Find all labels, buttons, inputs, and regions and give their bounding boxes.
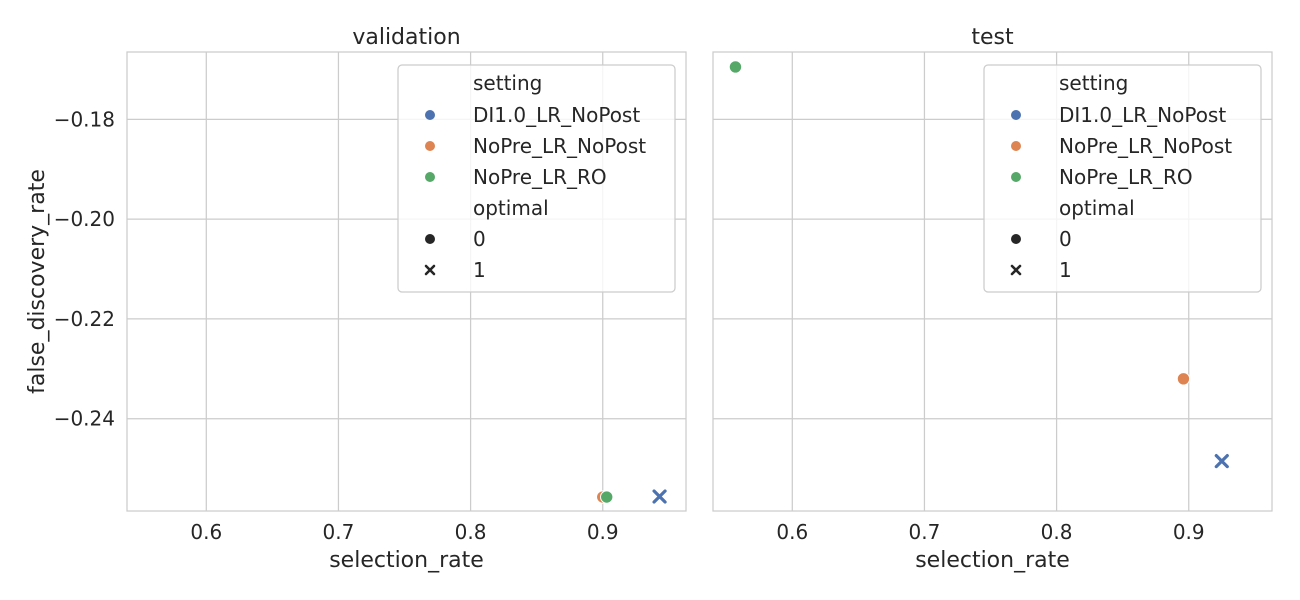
x-tick-label: 0.6 [776, 520, 808, 544]
legend-style-title: optimal [1059, 196, 1135, 220]
plot-frame [712, 51, 1273, 512]
legend-box [397, 64, 676, 293]
data-point-x-marker [1214, 454, 1229, 469]
legend-circle-marker [1011, 234, 1021, 244]
legend-circle-marker [425, 234, 435, 244]
x-axis-label: selection_rate [915, 548, 1070, 573]
legend-color-marker [425, 141, 435, 151]
legend-style-label: 1 [1059, 258, 1072, 282]
x-tick-label: 0.8 [455, 520, 487, 544]
x-tick-label: 0.8 [1041, 520, 1073, 544]
legend-color-marker [425, 172, 435, 182]
legend-color-marker [1011, 110, 1021, 120]
legend-box [983, 64, 1262, 293]
legend-color-marker [1011, 141, 1021, 151]
y-tick-label: −0.20 [54, 207, 115, 231]
legend-style-label: 0 [1059, 227, 1072, 251]
y-tick-label: −0.18 [54, 107, 115, 131]
legend-color-marker [425, 110, 435, 120]
y-axis-label: false_discovery_rate [25, 169, 50, 394]
legend-hue-label: DI1.0_LR_NoPost [1059, 103, 1226, 127]
x-axis-label: selection_rate [329, 548, 484, 573]
test-panel: 0.6 0.7 0.8 0.9 test selection_rate setting DI1… [712, 25, 1273, 573]
legend-style-title: optimal [473, 196, 549, 220]
legend-hue-label: NoPre_LR_RO [1059, 165, 1193, 189]
y-tick-label: −0.24 [54, 407, 115, 431]
plot-frame [126, 51, 687, 512]
x-tick-label: 0.9 [1173, 520, 1205, 544]
x-tick-label: 0.7 [323, 520, 355, 544]
legend-x-marker [424, 264, 436, 276]
legend-hue-title: setting [473, 71, 542, 95]
panel-title: validation [352, 25, 460, 50]
legend-hue-label: NoPre_LR_NoPost [473, 134, 646, 158]
x-tick-label: 0.9 [587, 520, 619, 544]
legend-hue-label: NoPre_LR_NoPost [1059, 134, 1232, 158]
legend-hue-label: DI1.0_LR_NoPost [473, 103, 640, 127]
x-tick-label: 0.7 [909, 520, 941, 544]
legend-x-marker [1010, 264, 1022, 276]
data-point-circle [600, 490, 614, 504]
data-point-circle [728, 60, 743, 74]
validation-panel: 0.6 0.7 0.8 0.9 −0.18 −0.20 −0.22 −0.24 validati… [25, 25, 687, 573]
data-point-x-marker [652, 489, 667, 504]
x-tick-label: 0.6 [190, 520, 222, 544]
legend-color-marker [1011, 172, 1021, 182]
data-point-circle [1176, 372, 1191, 386]
legend-hue-title: setting [1059, 71, 1128, 95]
panel-title: test [971, 25, 1014, 50]
legend-hue-label: NoPre_LR_RO [473, 165, 607, 189]
legend-style-label: 0 [473, 227, 486, 251]
y-tick-label: −0.22 [54, 307, 115, 331]
legend-style-label: 1 [473, 258, 486, 282]
